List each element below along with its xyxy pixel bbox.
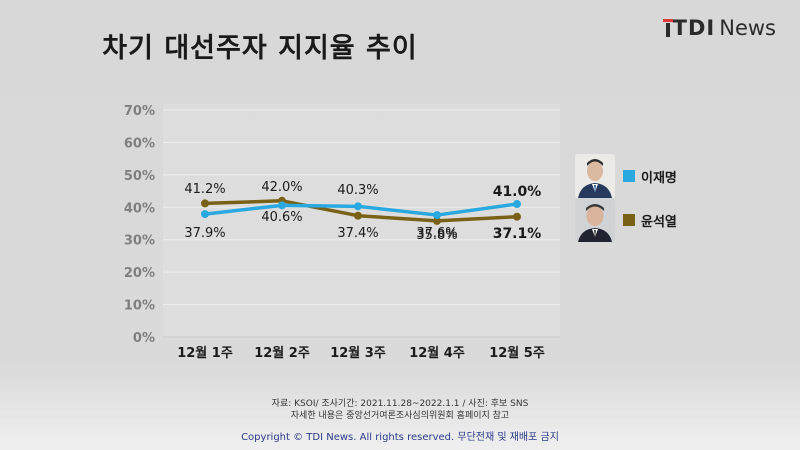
data-point-yoon: [354, 211, 362, 220]
y-tick-label: 40%: [124, 201, 155, 216]
footer-band: [0, 380, 800, 450]
data-point-lee: [433, 211, 441, 220]
data-label: 37.4%: [337, 226, 378, 241]
y-tick-label: 60%: [124, 136, 155, 151]
logo-tdi-text: TDI: [672, 16, 716, 40]
data-label: 35.8%: [416, 228, 457, 243]
legend-label-yoon: 윤석열: [641, 214, 677, 230]
x-tick-label: 12월 3주: [330, 345, 386, 361]
data-label: 40.6%: [261, 210, 302, 225]
x-tick-label: 12월 1주: [177, 345, 233, 361]
copyright-notice: Copyright © TDI News. All rights reserve…: [241, 432, 559, 443]
y-tick-label: 20%: [124, 266, 155, 281]
person-photo-icon: [575, 154, 615, 198]
data-point-lee: [201, 210, 209, 219]
y-tick-label: 10%: [124, 299, 155, 314]
data-label: 42.0%: [261, 180, 302, 195]
data-point-yoon: [513, 212, 521, 221]
data-label: 41.2%: [184, 182, 225, 197]
data-label: 37.6%: [416, 226, 457, 241]
legend-item-lee: 이재명: [575, 154, 677, 198]
x-tick-label: 12월 5주: [489, 345, 545, 361]
y-tick-label: 50%: [124, 169, 155, 184]
logo-mark-icon: [662, 19, 673, 37]
data-point-yoon: [201, 199, 209, 208]
x-tick-label: 12월 2주: [254, 345, 310, 361]
y-tick-label: 30%: [124, 234, 155, 249]
logo-news-text: News: [719, 16, 776, 40]
y-tick-label: 70%: [124, 104, 155, 119]
tdi-news-logo: TDI News: [662, 16, 776, 40]
chart-title: 차기 대선주자 지지율 추이: [102, 33, 418, 64]
legend-item-yoon: 윤석열: [575, 198, 677, 242]
legend-label-lee: 이재명: [641, 170, 677, 186]
data-label: 41.0%: [493, 184, 542, 200]
plot-area: [163, 104, 560, 337]
y-tick-label: 0%: [133, 331, 155, 346]
person-photo-icon: [575, 198, 615, 242]
data-label: 37.9%: [184, 226, 225, 241]
detail-note: 자세한 내용은 중앙선거여론조사심의위원회 홈페이지 참고: [290, 411, 510, 421]
legend-swatch-yoon: [623, 214, 635, 226]
data-point-lee: [278, 201, 286, 210]
x-tick-label: 12월 4주: [409, 345, 465, 361]
data-label: 40.3%: [337, 183, 378, 198]
data-point-yoon: [433, 216, 441, 225]
legend-swatch-lee: [623, 170, 635, 182]
data-label: 37.1%: [493, 226, 542, 242]
data-point-lee: [354, 202, 362, 211]
source-note: 자료: KSOI/ 조사기간: 2021.11.28~2022.1.1 / 사진…: [271, 399, 529, 409]
data-point-lee: [513, 200, 521, 209]
